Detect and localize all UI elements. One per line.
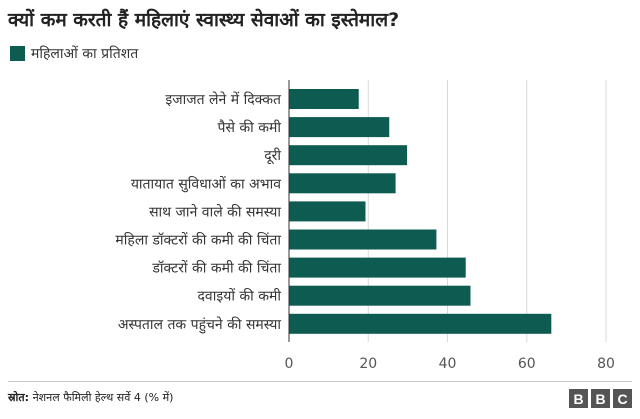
category-label-5: साथ जाने वाले की समस्या	[149, 203, 281, 220]
category-label-3: दूरी	[264, 147, 281, 165]
bbc-logo: B B C	[569, 389, 632, 408]
bbc-logo-letter-1: B	[569, 389, 588, 408]
category-label-7: डॉक्टरों की कमी की चिंता	[151, 260, 281, 277]
category-label-9: अस्पताल तक पहुंचने की समस्या	[118, 316, 282, 334]
bar-5	[289, 201, 366, 222]
x-tick-label-80: 80	[597, 356, 615, 372]
legend-label: महिलाओं का प्रतिशत	[31, 45, 139, 62]
bar-2	[289, 117, 390, 138]
category-label-4: यातायात सुविधाओं का अभाव	[131, 175, 281, 192]
legend-swatch	[10, 45, 25, 61]
category-label-1: इजाजत लेने में दिक्कत	[165, 91, 282, 108]
category-label-2: पैसे की कमी	[218, 119, 282, 136]
bbc-logo-letter-3: C	[613, 389, 632, 408]
x-tick-label-60: 60	[518, 356, 536, 372]
source-label: स्रोत:	[8, 391, 30, 404]
legend: महिलाओं का प्रतिशत	[10, 44, 138, 62]
bar-1	[289, 89, 359, 109]
bbc-logo-letter-2: B	[591, 389, 610, 408]
footer-divider	[8, 381, 632, 382]
source-text: नेशनल फैमिली हेल्थ सर्वे 4 (% में)	[32, 391, 174, 404]
category-label-6: महिला डॉक्टरों की कमी की चिंता	[115, 232, 281, 249]
x-tick-label-0: 0	[285, 356, 294, 372]
source-note: स्रोत: नेशनल फैमिली हेल्थ सर्वे 4 (% में…	[8, 390, 173, 405]
x-tick-label-40: 40	[439, 356, 457, 372]
bar-6	[289, 229, 437, 250]
x-tick-label-20: 20	[359, 356, 377, 372]
bar-3	[289, 145, 408, 166]
bar-chart: इजाजत लेने में दिक्कत पैसे की कमी दूरी याता…	[115, 80, 615, 372]
chart-title: क्यों कम करती हैं महिलाएं स्वास्थ्य सेवा…	[8, 9, 400, 31]
bar-8	[289, 285, 471, 306]
bar-9	[289, 313, 552, 334]
bar-4	[289, 173, 396, 194]
category-label-8: दवाइयों की कमी	[198, 288, 282, 305]
bar-7	[289, 257, 466, 278]
